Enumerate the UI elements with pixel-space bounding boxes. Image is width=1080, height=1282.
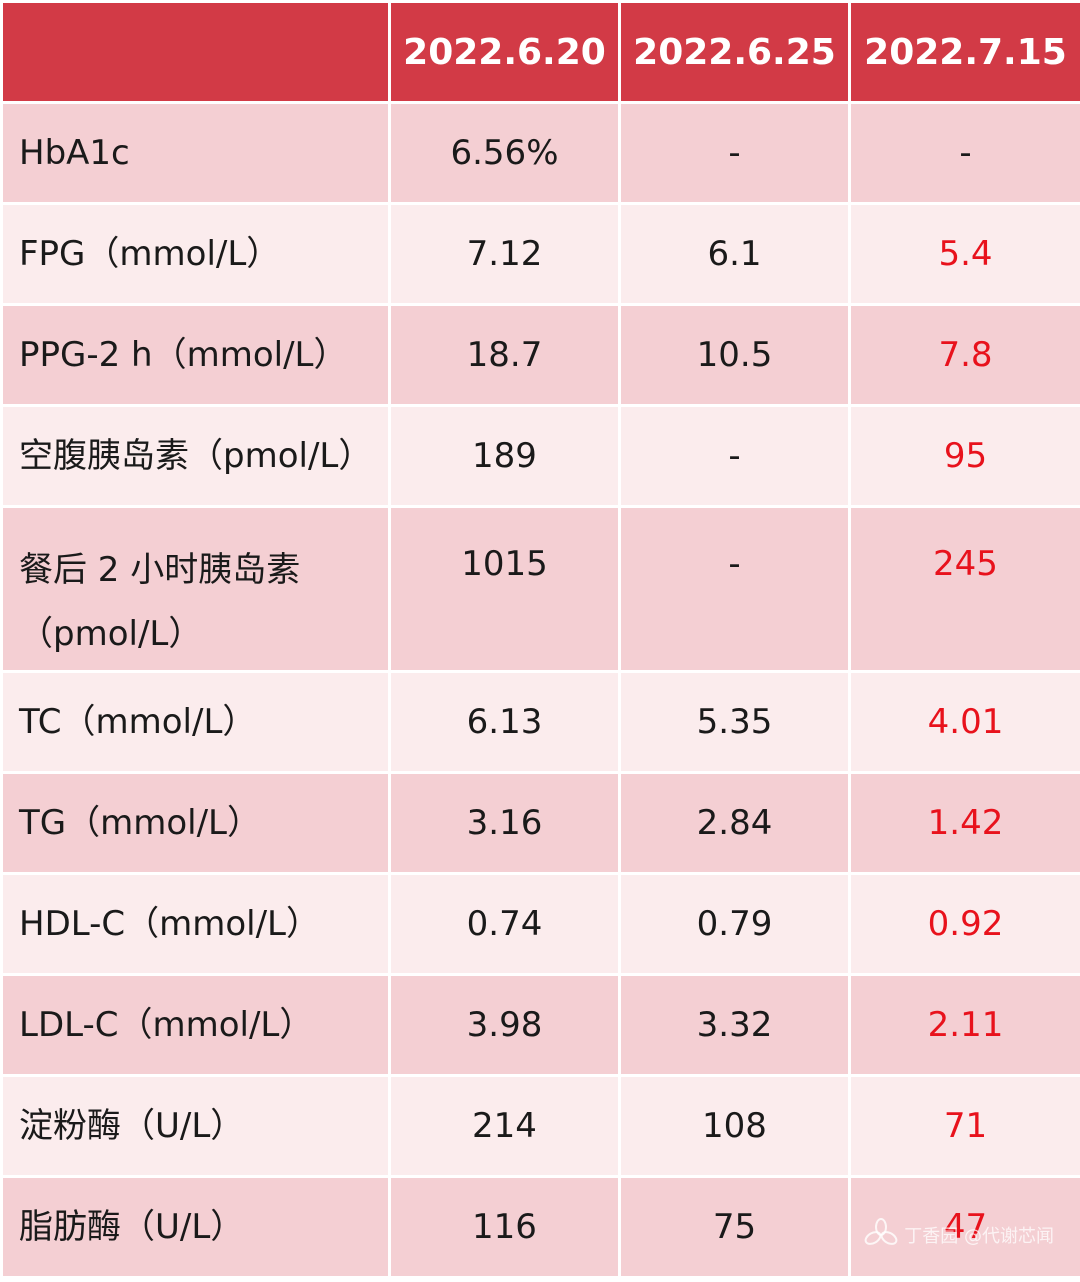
- row-label: FPG（mmol/L）: [0, 202, 391, 306]
- row-value: 18.7: [388, 303, 621, 407]
- header-date-1: 2022.6.20: [388, 0, 621, 104]
- table-row: 空腹胰岛素（pmol/L） 189 - 95: [0, 404, 1080, 508]
- row-value: 1015: [388, 505, 621, 673]
- row-value: 75: [618, 1175, 851, 1279]
- row-value-highlight: 7.8: [848, 303, 1080, 407]
- row-label: TG（mmol/L）: [0, 771, 391, 875]
- table-row: LDL-C（mmol/L） 3.98 3.32 2.11: [0, 973, 1080, 1077]
- row-value-highlight: 245: [848, 505, 1080, 673]
- header-row: 2022.6.20 2022.6.25 2022.7.15: [0, 0, 1080, 104]
- row-value-highlight: 95: [848, 404, 1080, 508]
- table-row: 餐后 2 小时胰岛素（pmol/L） 1015 - 245: [0, 505, 1080, 673]
- row-value: 116: [388, 1175, 621, 1279]
- row-label: 餐后 2 小时胰岛素（pmol/L）: [0, 505, 391, 673]
- table-row: TC（mmol/L） 6.13 5.35 4.01: [0, 670, 1080, 774]
- row-value-highlight: 1.42: [848, 771, 1080, 875]
- row-label: LDL-C（mmol/L）: [0, 973, 391, 1077]
- header-date-2: 2022.6.25: [618, 0, 851, 104]
- row-label: PPG-2 h（mmol/L）: [0, 303, 391, 407]
- header-corner: [0, 0, 391, 104]
- header-date-3: 2022.7.15: [848, 0, 1080, 104]
- row-label: HDL-C（mmol/L）: [0, 872, 391, 976]
- row-value-highlight: 2.11: [848, 973, 1080, 1077]
- row-value: 6.56%: [388, 101, 621, 205]
- row-value: 10.5: [618, 303, 851, 407]
- table-row: 脂肪酶（U/L） 116 75 47: [0, 1175, 1080, 1279]
- table-row: TG（mmol/L） 3.16 2.84 1.42: [0, 771, 1080, 875]
- row-value: -: [618, 101, 851, 205]
- table-row: HDL-C（mmol/L） 0.74 0.79 0.92: [0, 872, 1080, 976]
- row-label: HbA1c: [0, 101, 391, 205]
- row-value-highlight: 4.01: [848, 670, 1080, 774]
- row-value: 214: [388, 1074, 621, 1178]
- table-row: FPG（mmol/L） 7.12 6.1 5.4: [0, 202, 1080, 306]
- row-value: 3.16: [388, 771, 621, 875]
- row-value: 189: [388, 404, 621, 508]
- row-value: 6.1: [618, 202, 851, 306]
- row-value: 3.32: [618, 973, 851, 1077]
- row-label: 脂肪酶（U/L）: [0, 1175, 391, 1279]
- row-value: 5.35: [618, 670, 851, 774]
- table-row: 淀粉酶（U/L） 214 108 71: [0, 1074, 1080, 1178]
- row-value: -: [618, 505, 851, 673]
- row-value: 6.13: [388, 670, 621, 774]
- row-value: 0.79: [618, 872, 851, 976]
- row-value-highlight: 71: [848, 1074, 1080, 1178]
- row-value: -: [618, 404, 851, 508]
- row-value: 2.84: [618, 771, 851, 875]
- table-row: PPG-2 h（mmol/L） 18.7 10.5 7.8: [0, 303, 1080, 407]
- row-label: TC（mmol/L）: [0, 670, 391, 774]
- table-row: HbA1c 6.56% - -: [0, 101, 1080, 205]
- row-value-highlight: 5.4: [848, 202, 1080, 306]
- row-value-highlight: 0.92: [848, 872, 1080, 976]
- row-value: 0.74: [388, 872, 621, 976]
- row-value: 108: [618, 1074, 851, 1178]
- row-label: 淀粉酶（U/L）: [0, 1074, 391, 1178]
- row-label: 空腹胰岛素（pmol/L）: [0, 404, 391, 508]
- row-value-highlight: 47: [848, 1175, 1080, 1279]
- row-value: -: [848, 101, 1080, 205]
- row-value: 3.98: [388, 973, 621, 1077]
- row-value: 7.12: [388, 202, 621, 306]
